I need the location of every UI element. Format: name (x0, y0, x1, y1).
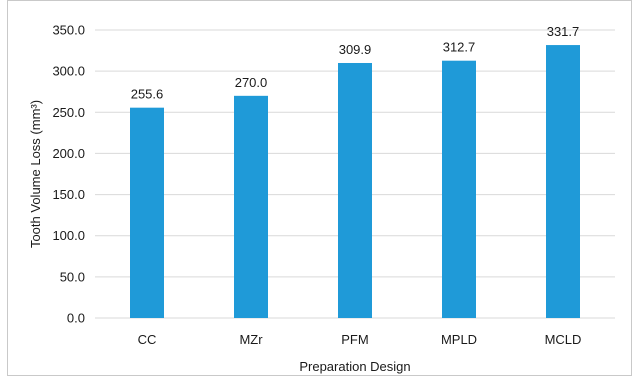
y-tick-label: 100.0 (52, 228, 85, 243)
bar-mcld (546, 45, 580, 318)
x-tick-label: MPLD (441, 332, 477, 347)
data-label: 312.7 (443, 40, 476, 55)
y-axis-title: Tooth Volume Loss (mm³) (28, 100, 43, 248)
y-tick-label: 150.0 (52, 187, 85, 202)
data-label: 270.0 (235, 75, 268, 90)
x-tick-label: MZr (239, 332, 263, 347)
x-axis-title: Preparation Design (299, 359, 410, 374)
x-tick-label: MCLD (545, 332, 582, 347)
bar-cc (130, 107, 164, 319)
data-label: 309.9 (339, 42, 372, 57)
y-tick-label: 300.0 (52, 64, 85, 79)
data-label: 255.6 (131, 87, 164, 102)
bar-mzr (234, 95, 268, 318)
chart-frame (7, 0, 632, 376)
bar-mpld (442, 60, 476, 319)
x-axis-tick-labels: CC MZr PFM MPLD MCLD (138, 332, 582, 347)
x-tick-label: PFM (341, 332, 368, 347)
y-tick-label: 200.0 (52, 146, 85, 161)
y-axis-tick-labels: 0.0 50.0 100.0 150.0 200.0 250.0 300.0 350.0 (52, 23, 85, 326)
y-tick-label: 250.0 (52, 105, 85, 120)
y-tick-label: 350.0 (52, 23, 85, 38)
y-tick-label: 0.0 (67, 311, 85, 326)
data-label: 331.7 (547, 24, 580, 39)
data-labels: 255.6 270.0 309.9 312.7 331.7 (131, 24, 580, 102)
x-tick-label: CC (138, 332, 157, 347)
bars (130, 45, 580, 319)
y-tick-label: 50.0 (60, 269, 85, 284)
bar-pfm (338, 62, 372, 319)
